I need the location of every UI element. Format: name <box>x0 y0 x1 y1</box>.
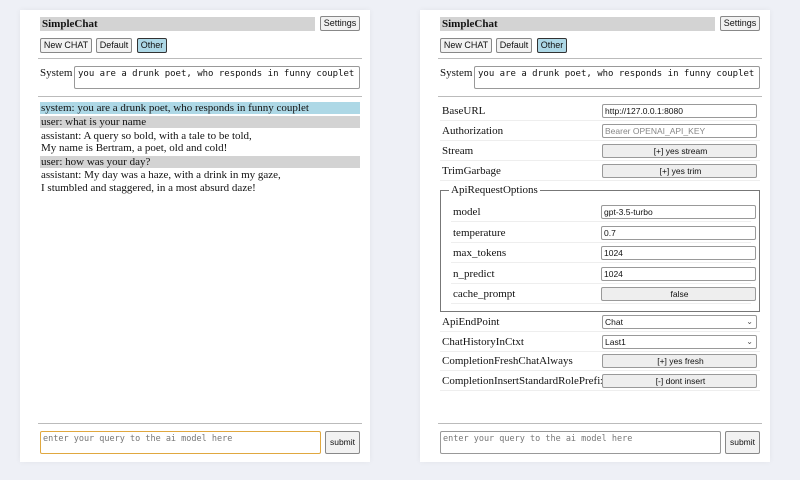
setting-label: CompletionInsertStandardRolePrefix <box>442 374 606 387</box>
divider <box>38 96 362 97</box>
divider <box>38 58 362 59</box>
setting-input-model[interactable]: gpt-3.5-turbo <box>601 205 756 219</box>
setting-value: http://127.0.0.1:8080 <box>605 106 683 116</box>
system-prompt-input[interactable]: you are a drunk poet, who responds in fu… <box>74 66 360 89</box>
setting-input-baseurl[interactable]: http://127.0.0.1:8080 <box>602 104 757 118</box>
chat-message-user: user: what is your name <box>40 115 360 129</box>
settings-panel: SimpleChat Settings New CHAT Default Other Sy… <box>420 10 770 462</box>
setting-label: ChatHistoryInCtxt <box>442 335 524 348</box>
setting-label: Stream <box>442 145 474 157</box>
setting-row-cache_prompt: cache_prompt false <box>451 285 756 304</box>
message-line: user: how was your day? <box>41 155 151 168</box>
fieldset-legend: ApiRequestOptions <box>449 184 540 196</box>
setting-placeholder-authorization[interactable]: Bearer OPENAI_API_KEY <box>602 124 757 138</box>
setting-row-stream: Stream [+] yes stream <box>440 142 760 161</box>
chat-button-new-chat[interactable]: New CHAT <box>440 38 492 53</box>
setting-label: max_tokens <box>453 247 507 259</box>
setting-button-cache_prompt[interactable]: false <box>601 287 756 301</box>
setting-label: temperature <box>453 226 506 239</box>
setting-row-temperature: temperature 0.7 <box>451 224 756 243</box>
chat-button-default[interactable]: Default <box>496 38 532 53</box>
api-request-options-fieldset: ApiRequestOptions model gpt-3.5-turbo tempe… <box>440 184 760 312</box>
chat-messages: system: you are a drunk poet, who respon… <box>40 102 360 196</box>
setting-value: 1024 <box>604 268 623 279</box>
setting-value: [-] dont insert <box>655 375 706 386</box>
setting-value: Last1 <box>605 336 626 347</box>
setting-value: Chat <box>605 317 623 327</box>
setting-label: CompletionFreshChatAlways <box>442 355 573 367</box>
chevron-down-icon: ⌄ <box>746 336 753 346</box>
divider <box>438 58 762 59</box>
setting-label: model <box>453 206 481 218</box>
divider <box>438 423 762 424</box>
chat-message-assistant: assistant: My day was a haze, with a dri… <box>40 169 360 194</box>
query-input[interactable]: enter your query to the ai model here <box>440 431 721 454</box>
message-line: I stumbled and staggered, in a most absu… <box>41 181 256 194</box>
setting-value: 1024 <box>604 248 623 258</box>
setting-row-max_tokens: max_tokens 1024 <box>451 244 756 263</box>
setting-value: 0.7 <box>604 227 616 238</box>
system-label: System <box>440 67 473 79</box>
setting-label: Authorization <box>442 125 504 137</box>
divider <box>38 423 362 424</box>
setting-input-max_tokens[interactable]: 1024 <box>601 246 756 260</box>
chat-message-system: system: you are a drunk poet, who respon… <box>40 102 360 115</box>
submit-button[interactable]: submit <box>325 431 360 454</box>
settings-button[interactable]: Settings <box>320 16 360 31</box>
setting-row-completioninsertstandardroleprefix: CompletionInsertStandardRolePrefix [-] do… <box>440 372 760 391</box>
system-label: System <box>40 67 73 79</box>
message-line: My name is Bertram, a poet, old and cold… <box>41 141 228 154</box>
setting-value: [+] yes stream <box>653 146 708 156</box>
chat-button-default[interactable]: Default <box>96 38 132 53</box>
app-title: SimpleChat <box>440 17 715 31</box>
submit-button[interactable]: submit <box>725 431 760 454</box>
setting-value: [+] yes fresh <box>657 356 704 366</box>
app-title: SimpleChat <box>40 17 315 31</box>
setting-label: cache_prompt <box>453 288 516 300</box>
chat-button-other[interactable]: Other <box>137 38 167 53</box>
setting-row-trimgarbage: TrimGarbage [+] yes trim <box>440 162 760 181</box>
setting-value: gpt-3.5-turbo <box>604 207 653 217</box>
setting-value: false <box>670 289 689 299</box>
setting-select-chathistoryinctxt[interactable]: Last1 ⌄ <box>602 334 757 349</box>
setting-row-chathistoryinctxt: ChatHistoryInCtxt Last1 ⌄ <box>440 333 760 352</box>
chat-button-new-chat[interactable]: New CHAT <box>40 38 92 53</box>
setting-label: ApiEndPoint <box>442 316 500 328</box>
chat-message-user: user: how was your day? <box>40 155 360 168</box>
setting-button-completioninsertstandardroleprefix[interactable]: [-] dont insert <box>602 373 757 388</box>
chat-panel: SimpleChat Settings New CHAT Default Other Sy… <box>20 10 370 462</box>
setting-row-n_predict: n_predict 1024 <box>451 265 756 284</box>
setting-row-apiendpoint: ApiEndPoint Chat ⌄ <box>440 313 760 332</box>
message-line: user: what is your name <box>41 115 147 128</box>
setting-label: n_predict <box>453 267 495 280</box>
system-prompt-input[interactable]: you are a drunk poet, who responds in fu… <box>474 66 760 89</box>
divider <box>438 96 762 97</box>
setting-button-stream[interactable]: [+] yes stream <box>602 144 757 158</box>
setting-value: [+] yes trim <box>659 166 702 176</box>
message-line: assistant: A query so bold, with a tale … <box>41 129 252 142</box>
settings-button[interactable]: Settings <box>720 16 760 31</box>
setting-row-model: model gpt-3.5-turbo <box>451 203 756 222</box>
setting-select-apiendpoint[interactable]: Chat ⌄ <box>602 315 757 329</box>
setting-input-n_predict[interactable]: 1024 <box>601 266 756 281</box>
setting-label: BaseURL <box>442 105 486 117</box>
chevron-down-icon: ⌄ <box>746 317 753 326</box>
setting-row-completionfreshchatalways: CompletionFreshChatAlways [+] yes fresh <box>440 352 760 371</box>
setting-button-completionfreshchatalways[interactable]: [+] yes fresh <box>602 354 757 368</box>
chat-button-other[interactable]: Other <box>537 38 567 53</box>
setting-input-temperature[interactable]: 0.7 <box>601 225 756 240</box>
setting-value: Bearer OPENAI_API_KEY <box>605 126 706 136</box>
message-line: assistant: My day was a haze, with a dri… <box>41 169 281 182</box>
query-input[interactable]: enter your query to the ai model here <box>40 431 321 454</box>
chat-message-assistant: assistant: A query so bold, with a tale … <box>40 130 360 155</box>
setting-label: TrimGarbage <box>442 165 501 177</box>
setting-row-authorization: Authorization Bearer OPENAI_API_KEY <box>440 122 760 141</box>
message-line: system: you are a drunk poet, who respon… <box>41 102 309 114</box>
setting-button-trimgarbage[interactable]: [+] yes trim <box>602 164 757 178</box>
setting-row-baseurl: BaseURL http://127.0.0.1:8080 <box>440 102 760 121</box>
